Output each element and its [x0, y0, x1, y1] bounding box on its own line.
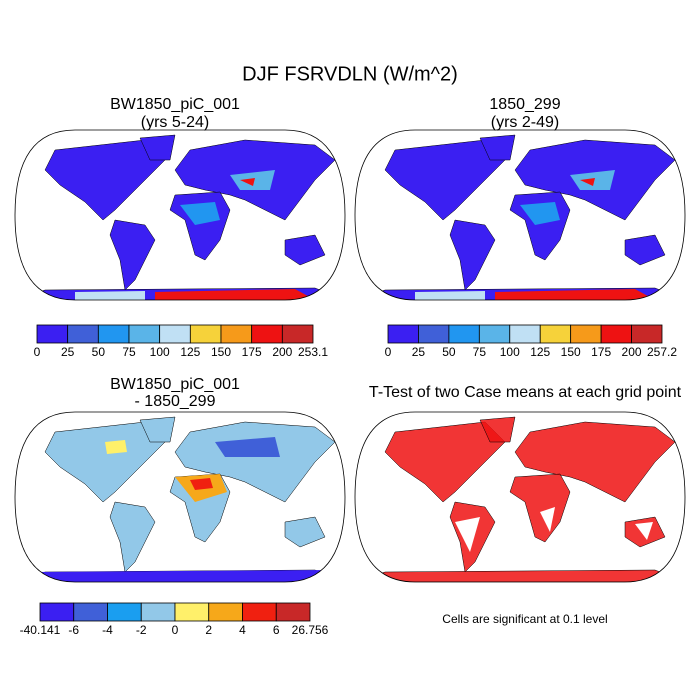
colorbar-label: 253.1	[298, 345, 328, 359]
colorbar-label: 175	[591, 345, 611, 359]
map	[14, 411, 346, 583]
colorbar-label: 0	[172, 623, 179, 637]
panel-subtitle: (yrs 2-49)	[491, 114, 559, 131]
colorbar-box	[242, 602, 277, 622]
colorbar-label: 0	[34, 345, 41, 359]
colorbar-label: 125	[530, 345, 550, 359]
colorbar-box	[478, 324, 511, 344]
colorbar-box	[448, 324, 480, 344]
note: Cells are significant at 0.1 level	[442, 612, 607, 626]
map	[354, 411, 686, 583]
panel-title: 1850_299	[489, 96, 560, 113]
colorbar-label: 75	[473, 345, 487, 359]
colorbar-box	[174, 602, 210, 622]
colorbar-box	[418, 324, 450, 344]
colorbar-label: -4	[102, 623, 113, 637]
colorbar-box	[600, 324, 632, 344]
colorbar-label: 0	[385, 345, 392, 359]
colorbar-label: 150	[211, 345, 231, 359]
colorbar-box	[39, 602, 75, 622]
panel-title: BW1850_piC_001	[110, 376, 240, 393]
colorbar-box	[631, 324, 663, 344]
colorbar-box	[509, 324, 541, 344]
colorbar-label: 26.756	[292, 623, 329, 637]
colorbar-label: -6	[68, 623, 79, 637]
colorbar-box	[387, 324, 419, 344]
colorbar-label: 150	[561, 345, 581, 359]
colorbar-box	[36, 324, 69, 344]
colorbar-label: 50	[92, 345, 106, 359]
colorbar-label: 50	[442, 345, 456, 359]
map	[14, 129, 346, 301]
colorbar-box	[189, 324, 222, 344]
colorbar-box	[281, 324, 314, 344]
colorbar-box	[275, 602, 311, 622]
colorbar-label: 2	[205, 623, 212, 637]
colorbar-label: 4	[239, 623, 246, 637]
map	[354, 129, 686, 301]
colorbar-box	[208, 602, 243, 622]
colorbar-label: 25	[412, 345, 426, 359]
colorbar-label: 75	[122, 345, 136, 359]
colorbar-box	[128, 324, 161, 344]
colorbar-label: 200	[622, 345, 642, 359]
panel-title: BW1850_piC_001	[110, 96, 240, 113]
colorbar-label: 100	[150, 345, 170, 359]
colorbar-label: 200	[272, 345, 292, 359]
colorbar-label: 6	[273, 623, 280, 637]
colorbar-box	[73, 602, 108, 622]
colorbar-box	[140, 602, 176, 622]
colorbar-label: 125	[180, 345, 200, 359]
colorbar-box	[67, 324, 99, 344]
colorbar-box	[220, 324, 253, 344]
colorbar-box	[97, 324, 130, 344]
colorbar-box	[107, 602, 142, 622]
panel-subtitle: (yrs 5-24)	[141, 114, 209, 131]
figure-title: DJF FSRVDLN (W/m^2)	[242, 63, 458, 85]
colorbar-label: 100	[500, 345, 520, 359]
colorbar-label: -2	[136, 623, 147, 637]
colorbar-box	[251, 324, 283, 344]
colorbar-box	[159, 324, 191, 344]
panel-subtitle: - 1850_299	[135, 393, 216, 410]
colorbar-box	[539, 324, 572, 344]
panel-title: T-Test of two Case means at each grid po…	[369, 384, 682, 401]
colorbar-label: 175	[242, 345, 262, 359]
colorbar-box	[570, 324, 602, 344]
colorbar-label: -40.141	[20, 623, 61, 637]
colorbar-label: 257.2	[647, 345, 677, 359]
colorbar-label: 25	[61, 345, 75, 359]
